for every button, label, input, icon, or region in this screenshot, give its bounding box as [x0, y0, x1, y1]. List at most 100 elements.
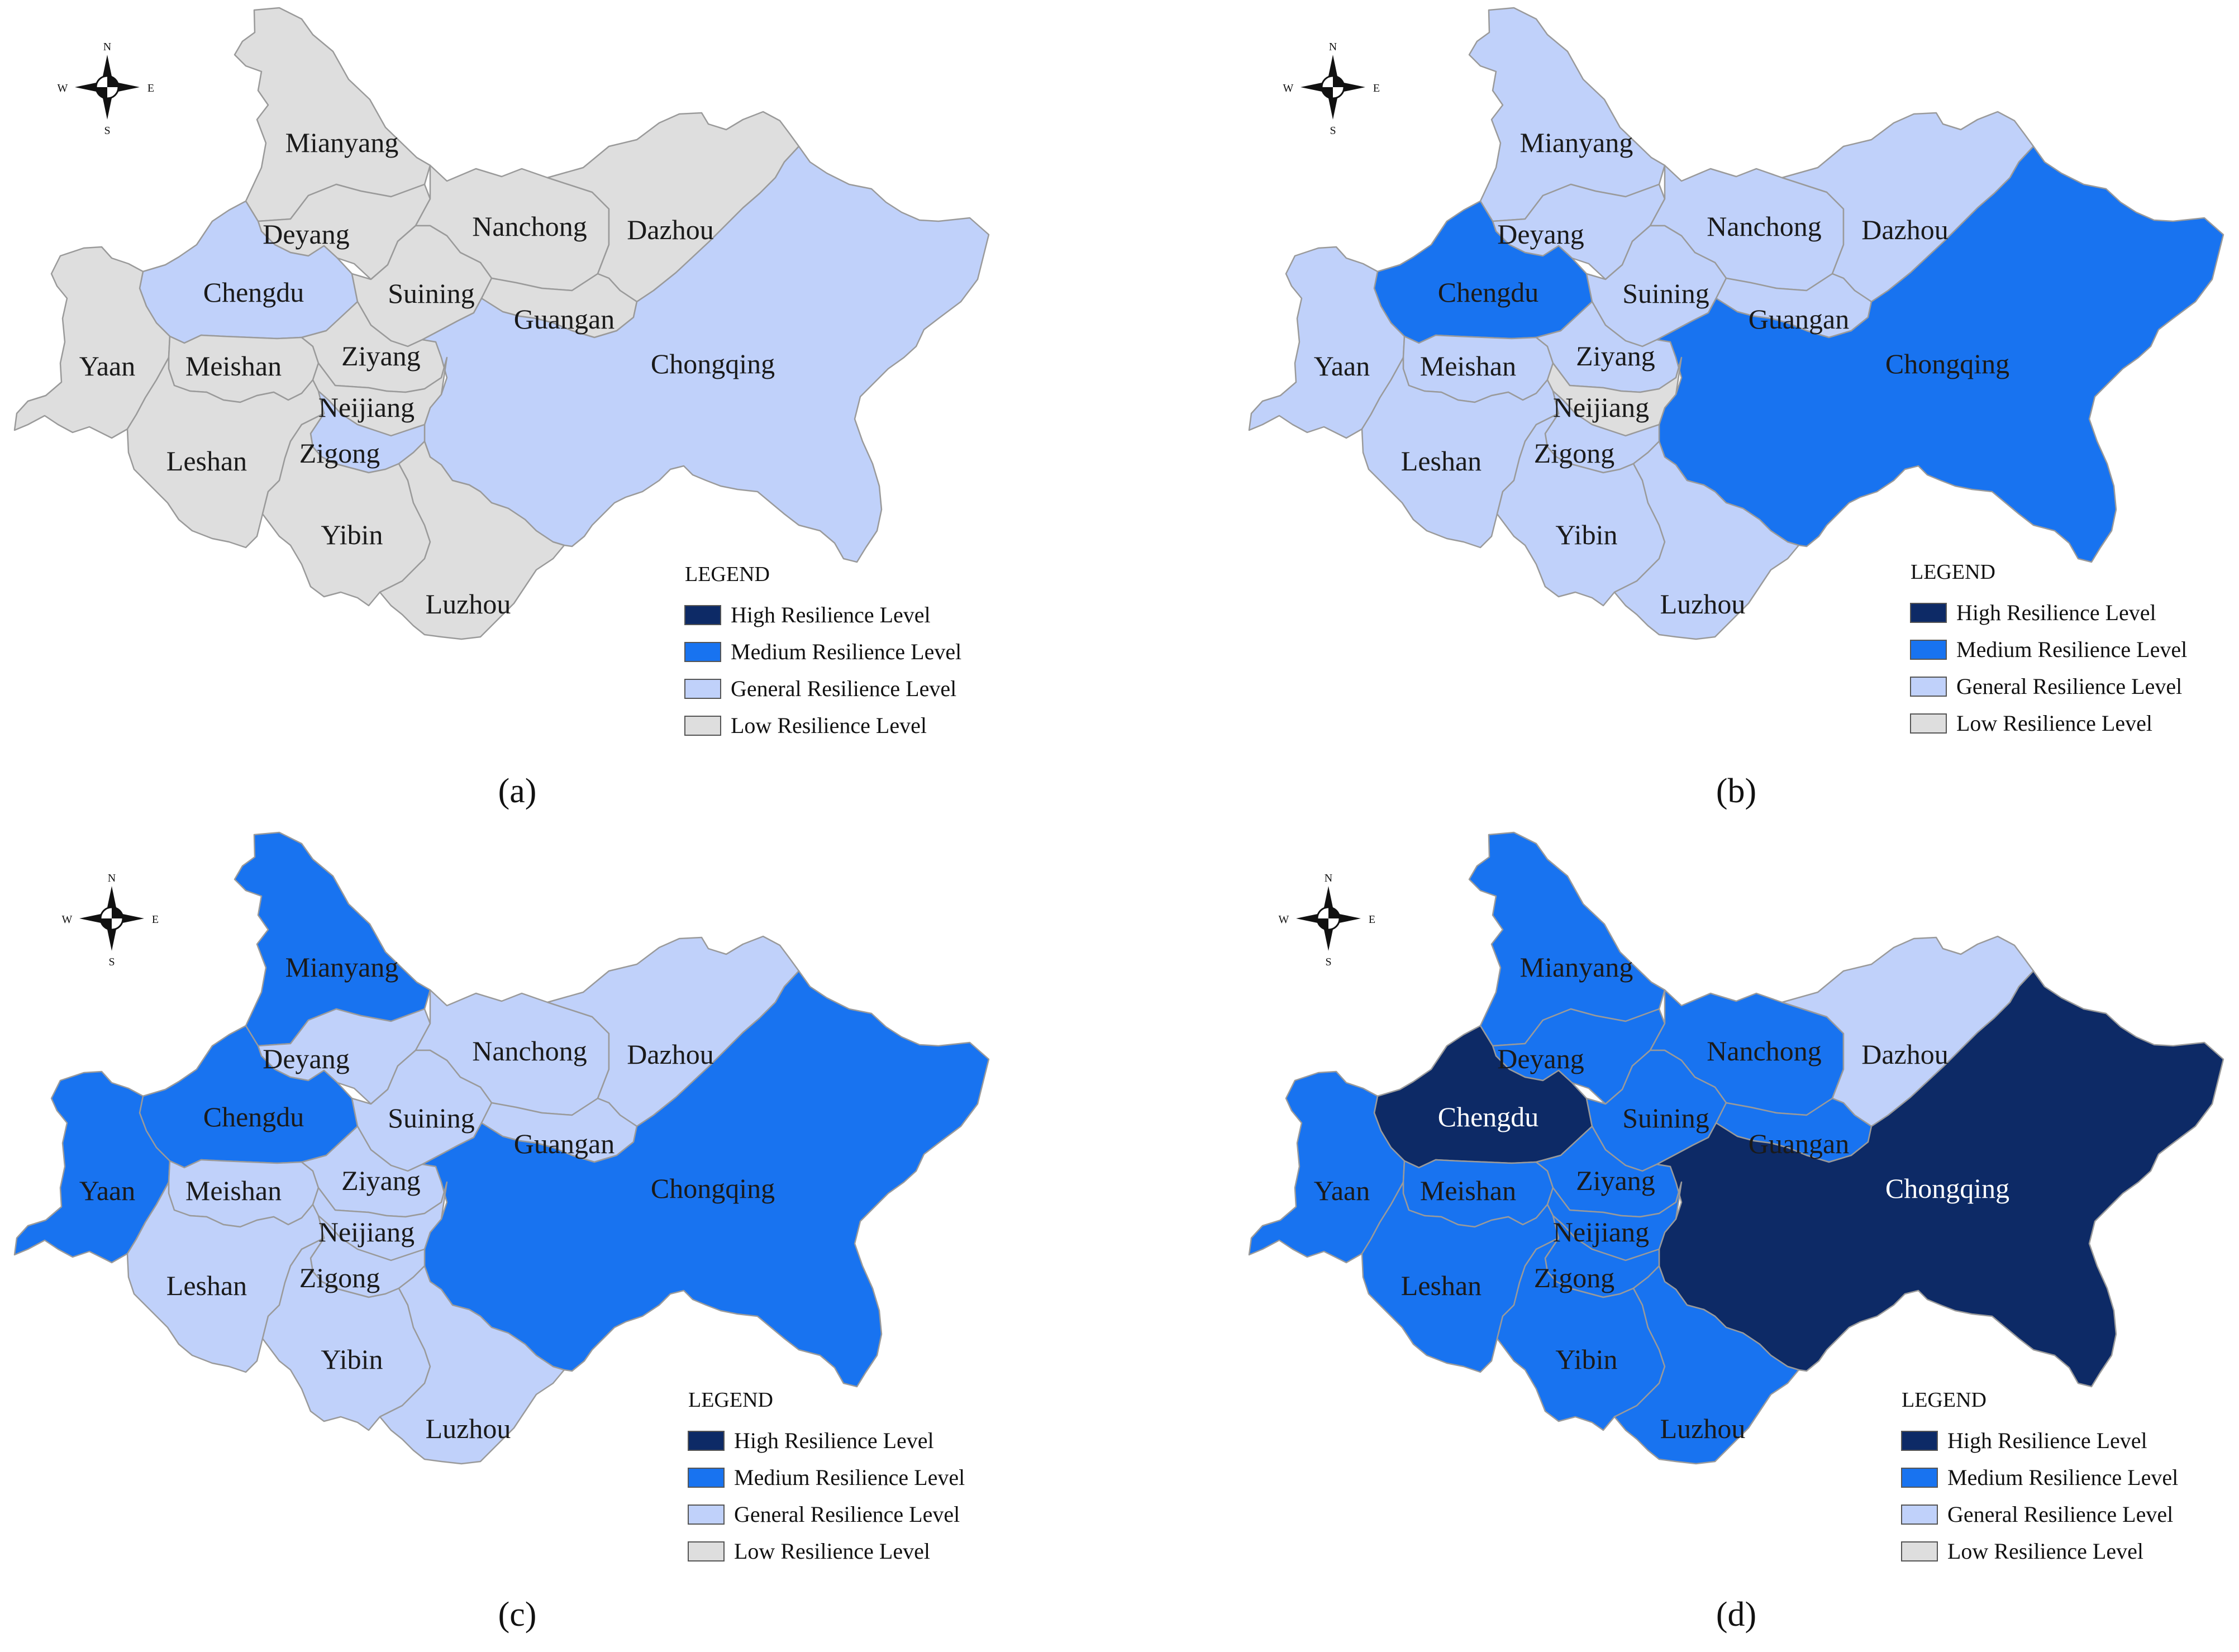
- compass-s-label: S: [1325, 956, 1331, 968]
- compass-icon: N S E W: [1279, 872, 1376, 968]
- city-label-leshan: Leshan: [1401, 445, 1481, 477]
- city-label-suining: Suining: [1622, 278, 1709, 309]
- legend-label-low: Low Resilience Level: [1947, 1539, 2143, 1564]
- compass-e-label: E: [147, 82, 154, 94]
- compass-w-label: W: [58, 82, 68, 94]
- legend-label-high: High Resilience Level: [734, 1428, 934, 1453]
- region-luzhou: [1613, 440, 1800, 640]
- city-label-yibin: Yibin: [1555, 519, 1617, 550]
- legend-swatch-general: [1901, 1505, 1938, 1525]
- region-chongqing: [1656, 970, 2224, 1388]
- legend-title: LEGEND: [688, 1388, 773, 1412]
- legend-swatch-high: [1901, 1431, 1938, 1451]
- city-label-zigong: Zigong: [1534, 437, 1614, 469]
- legend-label-medium: Medium Resilience Level: [1956, 637, 2187, 662]
- city-label-ziyang: Ziyang: [341, 1165, 421, 1196]
- city-label-neijiang: Neijiang: [318, 1216, 415, 1248]
- city-label-chengdu: Chengdu: [1438, 277, 1539, 308]
- legend-label-high: High Resilience Level: [1947, 1428, 2147, 1453]
- region-chongqing: [421, 970, 990, 1388]
- city-label-luzhou: Luzhou: [1660, 588, 1746, 620]
- city-label-ziyang: Ziyang: [1576, 340, 1655, 372]
- city-label-yaan: Yaan: [79, 1175, 136, 1206]
- legend-swatch-low: [1901, 1541, 1938, 1561]
- city-label-suining: Suining: [388, 1102, 475, 1134]
- city-label-mianyang: Mianyang: [285, 951, 399, 983]
- panel-caption: (a): [498, 772, 537, 810]
- city-label-zigong: Zigong: [299, 1262, 380, 1293]
- city-label-yaan: Yaan: [79, 350, 136, 382]
- city-label-zigong: Zigong: [299, 437, 380, 469]
- city-label-luzhou: Luzhou: [426, 1413, 511, 1444]
- compass-w-label: W: [1279, 913, 1289, 926]
- city-label-yibin: Yibin: [321, 519, 383, 550]
- legend-label-general: General Resilience Level: [1947, 1502, 2173, 1527]
- city-label-meishan: Meishan: [1420, 350, 1516, 382]
- legend: LEGEND High Resilience Level Medium Resili…: [1910, 560, 2187, 736]
- map-panel-d: Mianyang Deyang Nanchong Dazhou Chengdu Suini…: [1248, 831, 2224, 1465]
- compass-n-label: N: [1325, 872, 1332, 884]
- city-label-zigong: Zigong: [1534, 1262, 1614, 1293]
- city-label-meishan: Meishan: [1420, 1175, 1516, 1206]
- compass-e-label: E: [1373, 82, 1380, 94]
- city-label-mianyang: Mianyang: [1520, 951, 1633, 983]
- compass-w-label: W: [62, 913, 73, 926]
- city-label-chongqing: Chongqing: [651, 1173, 775, 1204]
- compass-icon: N S E W: [1283, 41, 1380, 137]
- legend: LEGEND High Resilience Level Medium Resili…: [688, 1388, 965, 1564]
- legend-title: LEGEND: [685, 563, 770, 586]
- city-label-ziyang: Ziyang: [1576, 1165, 1655, 1196]
- city-label-neijiang: Neijiang: [318, 392, 415, 423]
- city-label-dazhou: Dazhou: [1861, 214, 1949, 245]
- legend-label-general: General Resilience Level: [734, 1502, 960, 1527]
- city-label-leshan: Leshan: [166, 1270, 247, 1301]
- legend: LEGEND High Resilience Level Medium Resili…: [1901, 1388, 2178, 1564]
- city-label-deyang: Deyang: [1497, 218, 1584, 250]
- city-label-yibin: Yibin: [1555, 1344, 1617, 1375]
- map-panel-a: Mianyang Deyang Nanchong Dazhou Chengdu Suini…: [13, 7, 990, 640]
- city-label-deyang: Deyang: [1497, 1043, 1584, 1074]
- city-label-neijiang: Neijiang: [1553, 392, 1649, 423]
- city-label-nanchong: Nanchong: [472, 211, 587, 242]
- legend-swatch-medium: [1901, 1468, 1938, 1488]
- panel-caption: (d): [1716, 1596, 1756, 1634]
- city-label-leshan: Leshan: [1401, 1270, 1481, 1301]
- city-label-meishan: Meishan: [185, 350, 282, 382]
- city-label-guangan: Guangan: [514, 303, 615, 335]
- legend-label-medium: Medium Resilience Level: [734, 1465, 965, 1490]
- legend-swatch-low: [684, 716, 721, 736]
- city-label-suining: Suining: [1622, 1102, 1709, 1134]
- city-label-yaan: Yaan: [1314, 1175, 1370, 1206]
- city-label-guangan: Guangan: [1749, 1128, 1850, 1159]
- region-yaan: [1248, 246, 1406, 439]
- legend-swatch-high: [688, 1431, 725, 1451]
- legend-label-general: General Resilience Level: [1956, 674, 2182, 699]
- compass-n-label: N: [103, 41, 111, 53]
- compass-s-label: S: [1330, 125, 1336, 137]
- city-label-chongqing: Chongqing: [1885, 1173, 2009, 1204]
- legend-swatch-high: [684, 605, 721, 625]
- legend-label-low: Low Resilience Level: [734, 1539, 930, 1564]
- region-luzhou: [379, 1265, 565, 1465]
- city-label-dazhou: Dazhou: [1861, 1039, 1949, 1070]
- legend-swatch-general: [684, 679, 721, 699]
- compass-s-label: S: [108, 956, 115, 968]
- region-yaan: [1248, 1070, 1406, 1264]
- legend-swatch-medium: [688, 1468, 725, 1488]
- city-label-chengdu: Chengdu: [203, 277, 304, 308]
- region-chongqing: [421, 145, 990, 563]
- compass-w-label: W: [1283, 82, 1294, 94]
- city-label-chongqing: Chongqing: [1885, 348, 2009, 379]
- map-panel-b: Mianyang Deyang Nanchong Dazhou Chengdu Suini…: [1248, 7, 2224, 640]
- compass-icon: N S E W: [58, 41, 155, 137]
- legend-swatch-low: [688, 1541, 725, 1561]
- legend-label-low: Low Resilience Level: [731, 713, 927, 738]
- city-label-dazhou: Dazhou: [627, 214, 714, 245]
- city-label-guangan: Guangan: [514, 1128, 615, 1159]
- city-label-chengdu: Chengdu: [1438, 1101, 1539, 1132]
- city-label-dazhou: Dazhou: [627, 1039, 714, 1070]
- legend-swatch-medium: [1910, 640, 1947, 660]
- legend-title: LEGEND: [1902, 1388, 1986, 1412]
- region-luzhou: [1613, 1265, 1800, 1465]
